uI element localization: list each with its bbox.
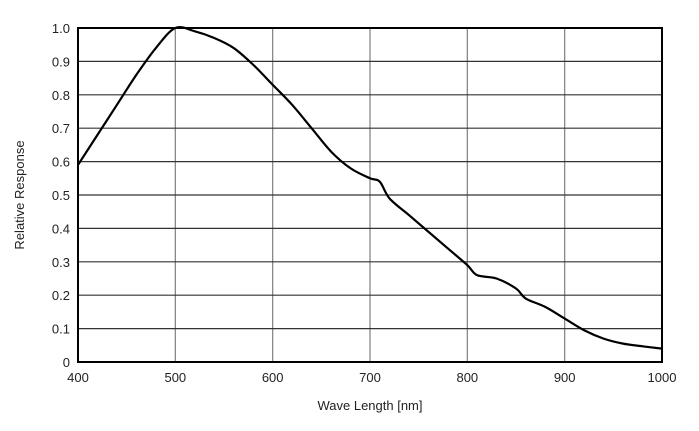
y-tick-label: 0 <box>63 355 70 370</box>
x-tick-label: 600 <box>262 370 284 385</box>
y-tick-label: 0.6 <box>52 155 70 170</box>
x-tick-label: 800 <box>456 370 478 385</box>
x-tick-label: 400 <box>67 370 89 385</box>
y-tick-label: 0.2 <box>52 288 70 303</box>
x-tick-label: 1000 <box>648 370 677 385</box>
y-tick-label: 0.9 <box>52 54 70 69</box>
y-tick-label: 0.7 <box>52 121 70 136</box>
y-tick-label: 1.0 <box>52 21 70 36</box>
y-tick-label: 0.1 <box>52 322 70 337</box>
y-tick-label: 0.4 <box>52 221 70 236</box>
x-tick-label: 900 <box>554 370 576 385</box>
y-axis-label: Relative Response <box>12 140 27 249</box>
y-tick-label: 0.3 <box>52 255 70 270</box>
y-tick-label: 0.8 <box>52 88 70 103</box>
x-axis-label: Wave Length [nm] <box>317 398 422 413</box>
plot-frame <box>77 27 663 363</box>
x-tick-label: 700 <box>359 370 381 385</box>
x-tick-label: 500 <box>164 370 186 385</box>
tick-labels: 400 500 600 700 800 900 1000 0 0.1 0.2 0.3 0.4 0.5 0.… <box>52 21 677 385</box>
grid <box>77 27 663 363</box>
y-tick-label: 0.5 <box>52 188 70 203</box>
